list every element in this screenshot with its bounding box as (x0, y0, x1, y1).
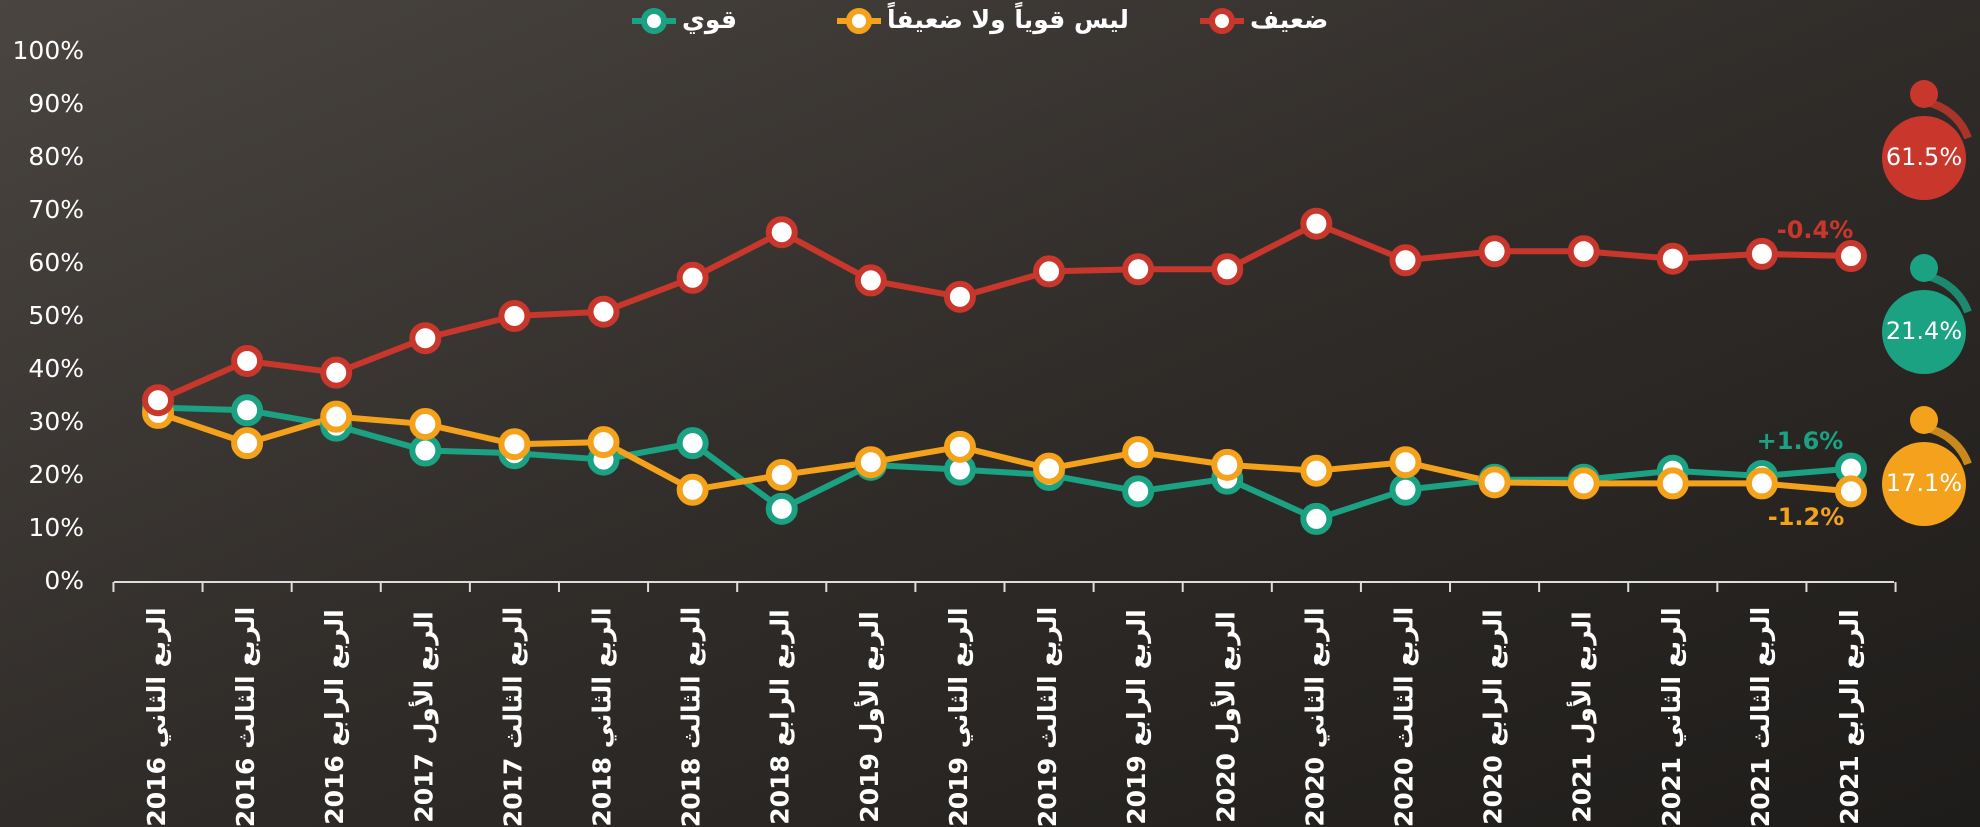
y-tick-label: 50% (28, 301, 84, 330)
point (498, 428, 531, 461)
point (676, 427, 709, 460)
x-tick-label: الربع الثاني 2020 (1300, 607, 1330, 826)
point (231, 394, 264, 427)
change-label: +1.6% (1757, 427, 1844, 455)
point (231, 427, 264, 460)
point (854, 264, 887, 297)
point (1478, 466, 1511, 499)
point (1745, 467, 1778, 500)
point (498, 299, 531, 332)
point (1300, 502, 1333, 535)
point (676, 473, 709, 506)
point (1656, 467, 1689, 500)
legend-marker (1209, 8, 1235, 34)
point (943, 280, 976, 313)
change-label: -1.2% (1768, 503, 1845, 531)
legend-label: ضعيف (1250, 5, 1328, 34)
point (587, 295, 620, 328)
x-tick-label: الربع الثاني 2021 (1657, 607, 1687, 826)
x-tick-label: الربع الأول 2021 (1567, 611, 1598, 822)
y-tick-label: 60% (28, 248, 84, 277)
y-tick-label: 0% (44, 566, 84, 595)
point (1567, 235, 1600, 268)
legend-label: ليس قوياً ولا ضعيفاً (887, 2, 1129, 35)
point (1567, 467, 1600, 500)
point (1211, 448, 1244, 481)
x-tick-label: الربع الثالث 2019 (1033, 607, 1063, 827)
x-tick-label: الربع الأول 2017 (408, 611, 439, 822)
point (409, 322, 442, 355)
x-tick-label: الربع الثالث 2016 (231, 607, 261, 827)
x-tick-label: الربع الثالث 2017 (498, 607, 528, 827)
badge (1882, 442, 1966, 526)
point (765, 216, 798, 249)
point (1835, 475, 1867, 508)
point (765, 458, 798, 491)
point (765, 492, 798, 525)
point (943, 430, 976, 463)
point (854, 446, 887, 479)
point (409, 434, 442, 467)
x-tick-label: الربع الرابع 2016 (320, 609, 350, 825)
point (409, 408, 442, 441)
badge-dot (1910, 80, 1938, 108)
badge-label: 17.1% (1886, 469, 1962, 497)
badge-dot (1910, 406, 1938, 434)
point (676, 261, 709, 294)
point (320, 400, 353, 433)
badge (1882, 290, 1966, 374)
change-label: -0.4% (1777, 216, 1854, 244)
badge-label: 61.5% (1886, 143, 1962, 171)
x-tick-label: الربع الرابع 2018 (766, 609, 796, 825)
point (1122, 436, 1155, 469)
point (320, 356, 353, 389)
y-tick-label: 100% (13, 36, 84, 65)
x-tick-label: الربع الثالث 2020 (1389, 607, 1419, 827)
y-tick-label: 30% (28, 407, 84, 436)
point (1656, 242, 1689, 275)
x-tick-label: الربع الثاني 2016 (142, 607, 172, 826)
badge-dot (1910, 254, 1938, 282)
point (1122, 475, 1155, 508)
x-tick-label: الربع الثاني 2019 (944, 607, 974, 826)
point (1033, 452, 1066, 485)
point (1211, 253, 1244, 286)
badge-label: 21.4% (1886, 317, 1962, 345)
x-tick-label: الربع الثالث 2021 (1746, 607, 1776, 827)
point (1835, 240, 1867, 273)
x-tick-label: الربع الثاني 2018 (588, 607, 618, 826)
x-tick-label: الربع الرابع 2019 (1122, 609, 1152, 825)
point (1389, 446, 1422, 479)
y-tick-label: 20% (28, 460, 84, 489)
point (1033, 255, 1066, 288)
point (1389, 473, 1422, 506)
point (1300, 454, 1333, 487)
legend-marker (846, 8, 872, 34)
y-tick-label: 10% (28, 513, 84, 542)
point (1389, 244, 1422, 277)
y-tick-label: 80% (28, 142, 84, 171)
x-tick-label: الربع الأول 2020 (1210, 611, 1241, 822)
point (1300, 207, 1333, 240)
badge (1882, 116, 1966, 200)
point (142, 384, 174, 417)
x-tick-label: الربع الأول 2019 (854, 611, 885, 822)
y-tick-label: 90% (28, 89, 84, 118)
point (231, 344, 264, 377)
x-tick-label: الربع الرابع 2021 (1835, 609, 1865, 825)
x-tick-label: الربع الثالث 2018 (677, 607, 707, 827)
point (1122, 253, 1155, 286)
point (1478, 235, 1511, 268)
y-tick-label: 40% (28, 354, 84, 383)
x-tick-label: الربع الرابع 2020 (1479, 609, 1509, 825)
y-tick-label: 70% (28, 195, 84, 224)
legend-label: قوي (682, 5, 737, 35)
legend-marker (641, 8, 667, 34)
point (1745, 237, 1778, 270)
point (587, 426, 620, 459)
